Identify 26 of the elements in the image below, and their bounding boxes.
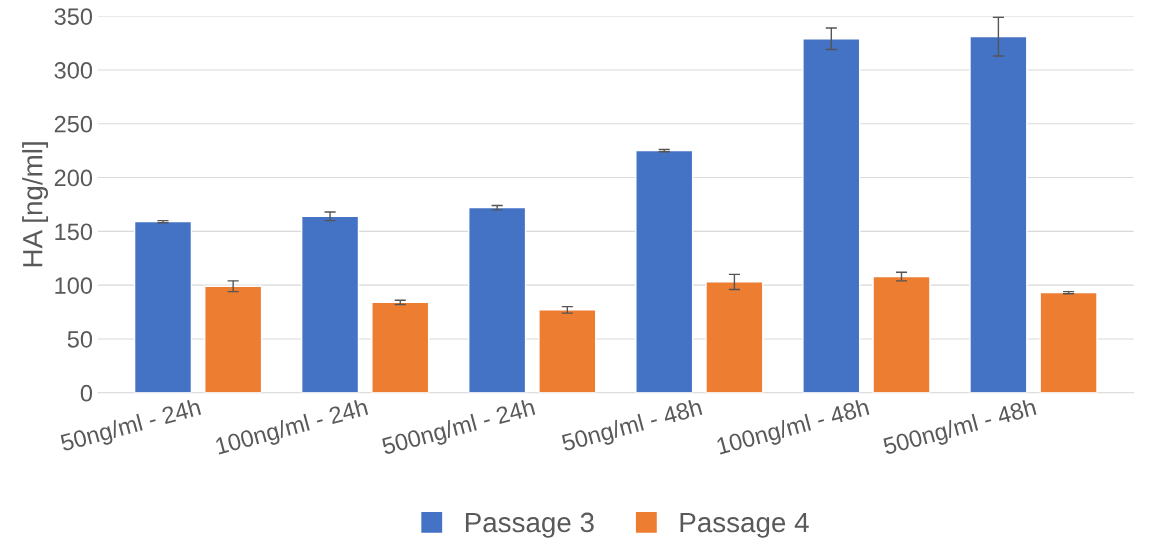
bar xyxy=(204,285,263,393)
x-tick-label: 500ng/ml - 24h xyxy=(381,397,537,460)
bar xyxy=(133,220,193,393)
y-tick-label: 300 xyxy=(54,62,93,79)
bar xyxy=(371,301,430,393)
bar xyxy=(802,38,861,393)
legend-label: Passage 4 xyxy=(680,512,809,538)
bar xyxy=(1039,291,1098,393)
x-tick-label: 500ng/ml - 48h xyxy=(882,397,1038,460)
bar xyxy=(300,215,360,393)
bar xyxy=(538,309,597,393)
y-axis-title: HA [ng/ml] xyxy=(22,142,49,267)
y-tick-label: 350 xyxy=(54,8,93,25)
bar xyxy=(969,35,1028,393)
bar xyxy=(705,281,764,393)
y-tick-label: 0 xyxy=(80,384,93,402)
y-tick-label: 100 xyxy=(55,277,93,294)
bar xyxy=(872,275,931,393)
x-tick-label: 50ng/ml - 48h xyxy=(560,397,704,456)
bar xyxy=(635,149,694,393)
legend-label: Passage 3 xyxy=(465,512,594,538)
y-tick-label: 150 xyxy=(55,223,93,241)
y-tick-label: 250 xyxy=(54,115,93,133)
y-tick-label: 200 xyxy=(54,169,93,187)
bar xyxy=(468,206,527,393)
y-tick-label: 50 xyxy=(67,331,93,348)
